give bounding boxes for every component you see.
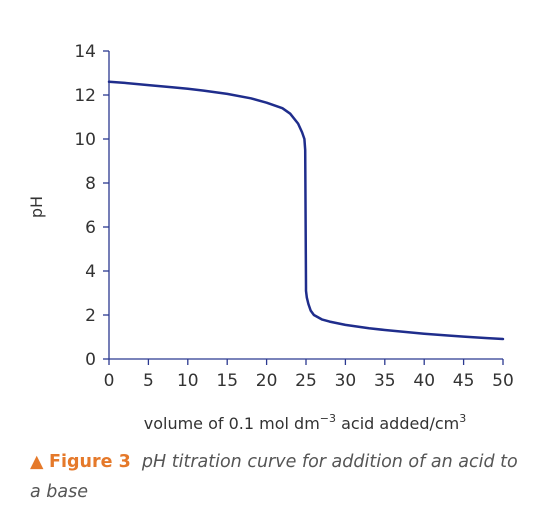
y-tick-label: 8 xyxy=(85,174,96,194)
x-tick-label: 25 xyxy=(295,371,317,391)
figure-caption-text: pH titration curve for addition of an ac… xyxy=(30,452,518,502)
x-tick-label: 35 xyxy=(374,371,396,391)
x-tick-label: 15 xyxy=(216,371,238,391)
x-tick-label: 40 xyxy=(413,371,435,391)
figure-caption: ▲ Figure 3 pH titration curve for additi… xyxy=(30,447,530,507)
y-tick-label: 6 xyxy=(85,218,96,238)
y-axis-ticks: 0 2 4 6 8 10 12 14 xyxy=(74,42,109,370)
x-tick-label: 20 xyxy=(256,371,278,391)
y-axis-label: pH xyxy=(27,196,46,218)
x-axis-ticks: 0 5 10 15 20 25 30 35 40 45 50 xyxy=(104,359,514,391)
triangle-marker-icon: ▲ xyxy=(30,452,44,472)
y-tick-label: 2 xyxy=(85,306,96,326)
y-tick-label: 4 xyxy=(85,262,96,282)
x-tick-label: 30 xyxy=(335,371,357,391)
y-tick-label: 12 xyxy=(74,86,96,106)
x-tick-label: 10 xyxy=(177,371,199,391)
x-tick-label: 0 xyxy=(104,371,115,391)
y-tick-label: 10 xyxy=(74,130,96,150)
y-tick-label: 0 xyxy=(85,350,96,370)
y-tick-label: 14 xyxy=(74,42,96,62)
figure-label: Figure 3 xyxy=(49,452,131,472)
x-axis-label: volume of 0.1 mol dm−3 acid added/cm3 xyxy=(144,412,467,433)
x-tick-label: 50 xyxy=(492,371,514,391)
titration-curve-line xyxy=(107,80,505,341)
x-tick-label: 5 xyxy=(143,371,154,391)
titration-chart: 0 2 4 6 8 10 12 14 0 5 10 15 20 25 30 35 40 45 50 pH volu… xyxy=(27,42,514,433)
x-tick-label: 45 xyxy=(453,371,475,391)
